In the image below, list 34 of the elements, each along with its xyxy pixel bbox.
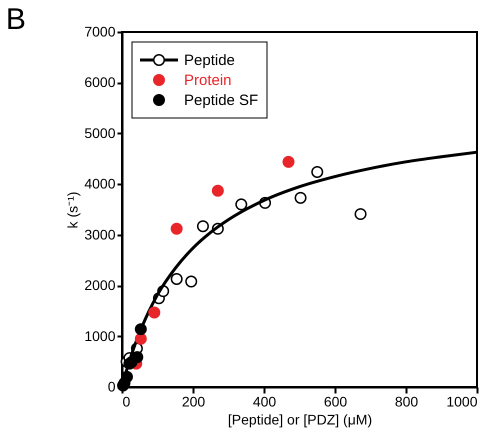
point [282,156,294,168]
point [170,222,183,235]
x-tick-label: 800 [394,394,418,410]
legend-label: Protein [184,72,232,89]
point [170,272,183,285]
point [354,208,367,220]
point [235,198,248,210]
y-tick-label: 6000 [84,74,116,90]
point [185,276,198,288]
x-tick-label: 600 [324,394,348,410]
x-axis-title: [Peptide] or [PDZ] (μM) [228,412,372,428]
legend-label: Peptide [184,52,235,69]
x-tick-label: 400 [252,394,276,410]
y-tick-label: 4000 [84,176,116,192]
x-tick-label: 1000 [446,394,478,410]
y-tick-label: 5000 [84,124,116,141]
y-tick-label: 3000 [84,226,116,242]
point [311,166,324,178]
point [134,323,147,336]
y-axis-title: k (s⁻¹) [64,192,80,228]
point [148,306,160,318]
point [131,351,144,364]
chart-title: B [6,3,26,36]
point [134,332,147,345]
legend-label: Peptide SF [184,92,258,109]
y-tick-label: 7000 [84,24,116,40]
point [212,184,224,197]
x-tick-label: 0 [122,394,130,410]
point [196,220,209,232]
x-tick-label: 200 [182,394,206,410]
y-tick-label: 0 [108,378,116,394]
y-tick-label: 1000 [84,328,116,344]
point [294,192,307,204]
y-tick-label: 2000 [84,277,116,294]
